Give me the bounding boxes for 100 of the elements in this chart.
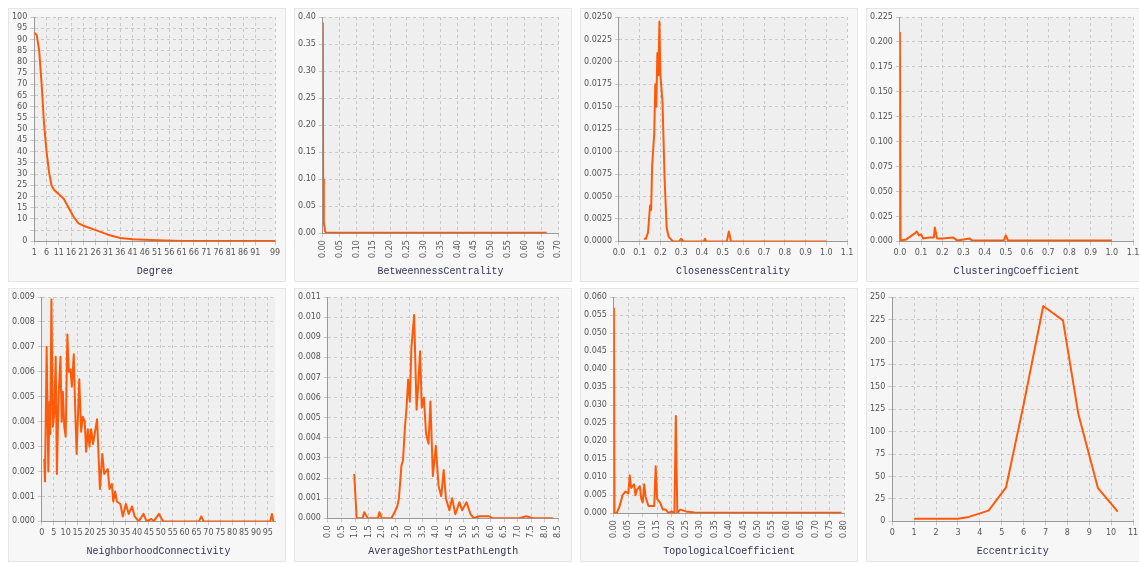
y-tick-label: 0.0050 (583, 191, 612, 201)
y-tick-label: 0.100 (870, 136, 893, 146)
y-tick-label: 0.020 (584, 436, 607, 446)
y-tick-label: 0.0250 (583, 12, 612, 22)
x-tick-label: 0.15 (652, 520, 662, 538)
y-tick-label: 0.006 (12, 366, 35, 376)
x-tick-label: 0.70 (810, 520, 820, 538)
x-tick-label: 5 (999, 528, 1005, 538)
x-tick-label: 2.5 (390, 525, 400, 539)
y-tick-label: 0.0200 (583, 56, 612, 66)
y-tick-label: 20 (17, 191, 28, 201)
y-tick-label: 0.225 (870, 12, 893, 22)
y-tick-label: 40 (17, 146, 28, 156)
x-tick-label: 0.8 (1063, 248, 1076, 258)
x-tick-label: 0.9 (799, 248, 812, 258)
x-tick-label: 99 (269, 248, 281, 258)
x-tick-label: 0.3 (674, 248, 688, 258)
y-tick-label: 25 (875, 494, 886, 504)
x-tick-label: 30 (108, 528, 119, 538)
y-tick-label: 0.000 (12, 516, 35, 526)
x-tick-label: 0.35 (435, 240, 445, 258)
y-tick-label: 50 (17, 124, 28, 134)
y-tick-label: 0.175 (870, 61, 893, 71)
x-tick-label: 0.5 (999, 248, 1013, 258)
y-tick-label: 15 (17, 202, 28, 212)
y-tick-label: 0.200 (870, 37, 893, 47)
x-tick-label: 8 (1064, 528, 1070, 538)
y-tick-label: 0.0175 (583, 79, 612, 89)
x-tick-label: 0.50 (753, 520, 763, 538)
x-tick-label: 0.4 (695, 248, 709, 258)
x-tick-label: 0.45 (738, 520, 748, 538)
x-tick-label: 0.2 (654, 248, 667, 258)
y-tick-label: 0.005 (298, 412, 321, 422)
y-tick-label: 0.0150 (583, 101, 612, 111)
x-tick-label: 0.1 (914, 248, 928, 258)
x-tick-label: 70 (203, 528, 214, 538)
y-tick-label: 125 (869, 404, 886, 414)
x-tick-label: 0.05 (334, 240, 344, 258)
x-tick-label: 0.3 (957, 248, 970, 258)
y-tick-label: 200 (869, 336, 886, 346)
y-tick-label: 55 (17, 113, 28, 123)
x-axis-title: ClosenessCentrality (675, 265, 791, 277)
y-tick-label: 0.150 (870, 86, 893, 96)
y-tick-label: 0.003 (12, 441, 35, 451)
x-tick-label: 3.0 (404, 525, 414, 539)
x-tick-label: 4.5 (445, 525, 455, 539)
x-tick-label: 0.60 (781, 520, 791, 538)
x-tick-label: 0.50 (486, 240, 496, 258)
y-tick-label: 0.025 (584, 418, 607, 428)
x-tick-label: 0.7 (757, 248, 771, 258)
x-tick-label: 4 (977, 528, 983, 538)
x-tick-label: 0.20 (385, 240, 395, 258)
y-tick-label: 0.015 (584, 454, 607, 464)
x-tick-label: 25 (96, 528, 107, 538)
y-tick-label: 0.10 (298, 174, 316, 184)
x-tick-label: 0.55 (767, 520, 777, 538)
x-tick-label: 0.6 (1020, 248, 1034, 258)
x-tick-label: 35 (120, 528, 131, 538)
y-tick-label: 0.004 (298, 432, 321, 442)
y-tick-label: 0.15 (298, 147, 316, 157)
x-tick-label: 81 (225, 248, 236, 258)
x-tick-label: 20 (84, 528, 95, 538)
y-tick-label: 0.008 (12, 317, 35, 327)
y-tick-label: 0.20 (298, 120, 316, 130)
x-tick-label: 95 (262, 528, 273, 538)
x-tick-label: 0.0 (893, 248, 907, 258)
x-tick-label: 0.25 (681, 520, 691, 538)
y-tick-label: 0.007 (298, 372, 321, 382)
y-tick-label: 0.0025 (583, 214, 612, 224)
y-tick-label: 0.05 (298, 201, 316, 211)
x-tick-label: 0.70 (553, 240, 563, 258)
x-tick-label: 76 (213, 248, 224, 258)
y-tick-label: 95 (17, 23, 28, 33)
y-tick-label: 30 (17, 169, 28, 179)
y-tick-label: 0.005 (12, 391, 35, 401)
x-tick-label: 0.25 (402, 240, 412, 258)
x-tick-label: 0.35 (709, 520, 719, 538)
x-axis-title: AverageShortestPathLength (368, 545, 519, 557)
x-tick-label: 10 (1106, 528, 1117, 538)
x-tick-label: 41 (127, 248, 138, 258)
y-tick-label: 0.125 (870, 111, 893, 121)
y-tick-label: 50 (875, 471, 886, 481)
x-tick-label: 1.1 (840, 248, 854, 258)
x-tick-label: 0.10 (637, 520, 647, 538)
y-tick-label: 25 (17, 180, 28, 190)
x-tick-label: 5.5 (472, 525, 482, 539)
y-tick-label: 0.005 (584, 490, 607, 500)
x-tick-label: 8.5 (553, 525, 563, 539)
x-tick-label: 55 (167, 528, 178, 538)
x-tick-label: 1 (911, 528, 917, 538)
x-tick-label: 0.7 (1041, 248, 1055, 258)
x-tick-label: 90 (250, 528, 262, 538)
x-tick-label: 0.30 (695, 520, 705, 538)
x-tick-label: 2.0 (377, 525, 387, 539)
x-tick-label: 6 (44, 248, 50, 258)
y-tick-label: 0.002 (298, 473, 321, 483)
y-tick-label: 0.0075 (583, 169, 612, 179)
y-tick-label: 0.006 (298, 392, 321, 402)
x-tick-label: 56 (164, 248, 175, 258)
x-tick-label: 0.0 (612, 248, 626, 258)
